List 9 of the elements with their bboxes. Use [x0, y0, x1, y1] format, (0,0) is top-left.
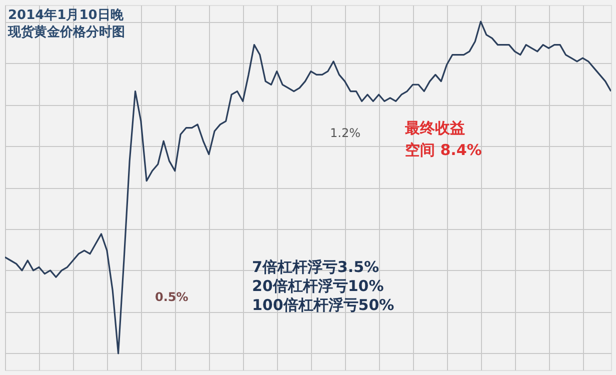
annotation: 1.2% — [330, 126, 360, 140]
annotation: 7倍杠杆浮亏3.5% — [252, 258, 380, 276]
annotation: 0.5% — [155, 290, 188, 304]
annotation: 100倍杠杆浮亏50% — [252, 296, 394, 314]
chart-subtitle: 现货黄金价格分时图 — [7, 24, 125, 40]
annotation: 20倍杠杆浮亏10% — [252, 277, 384, 295]
annotation: 最终收益 — [404, 119, 465, 137]
chart-title: 2014年1月10日晚 — [8, 8, 124, 23]
annotation: 空间 8.4% — [405, 141, 482, 159]
